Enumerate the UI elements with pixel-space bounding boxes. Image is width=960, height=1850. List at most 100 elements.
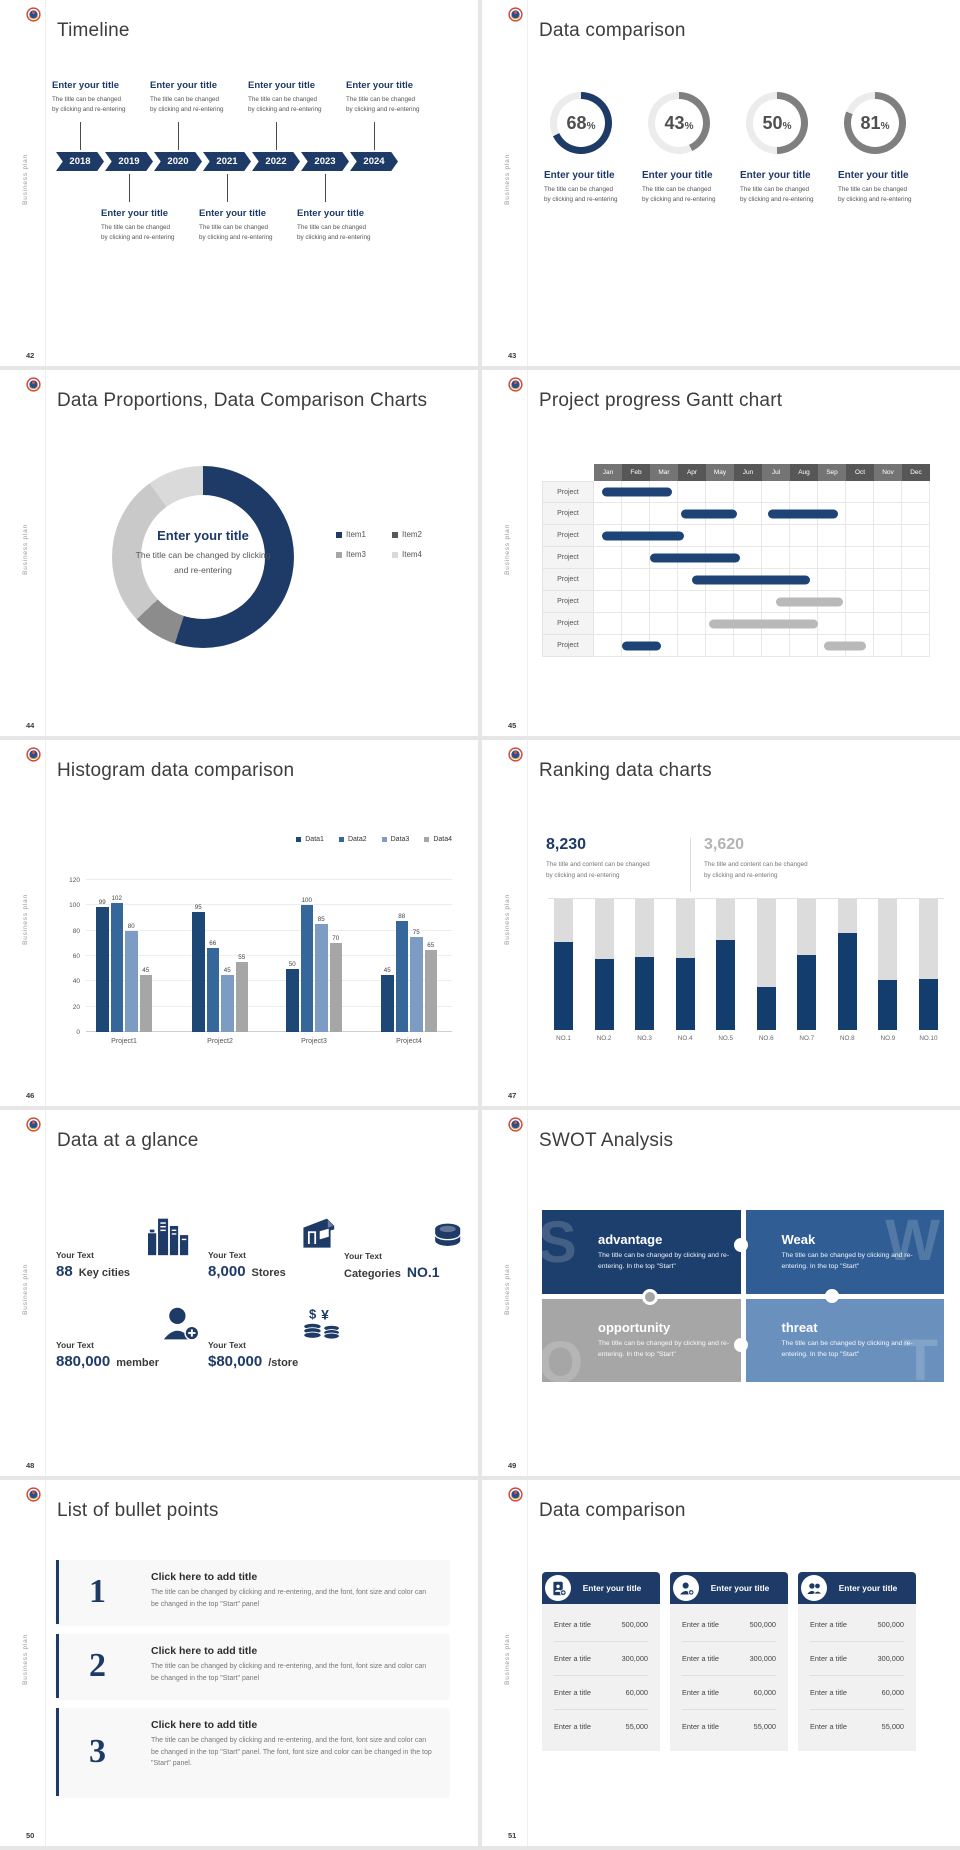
timeline-connector [178, 122, 179, 150]
histogram-bar-wrap: 95 [192, 880, 205, 1032]
histogram-bar-value: 55 [238, 954, 246, 962]
slide-title: Data comparison [539, 20, 686, 41]
bullet-heading: Click here to add title [151, 1719, 258, 1731]
slide-45-gantt-chart[interactable]: Business plan Project progress Gantt cha… [482, 370, 960, 736]
stat-item-members: Your Text 880,000 member [56, 1306, 200, 1370]
brand-logo-icon [26, 1487, 41, 1502]
progress-ring: 50% [746, 92, 808, 154]
histogram-bar-wrap: 45 [221, 880, 234, 1032]
gantt-row-label: Project [542, 635, 594, 657]
slide-43-data-comparison-rings[interactable]: Business plan Data comparison 68% Enter … [482, 0, 960, 366]
swot-threats-quadrant: T threat The title can be changed by cli… [745, 1298, 944, 1382]
slide-48-data-at-a-glance[interactable]: Business plan Data at a glance Your Text… [0, 1110, 478, 1476]
gantt-row-label: Project [542, 481, 594, 503]
stat-unit: /store [268, 1357, 299, 1369]
brand-logo-icon [508, 1487, 523, 1502]
gantt-grid-cell [846, 569, 874, 590]
histogram-category-label: Project2 [207, 1038, 233, 1045]
stat-label: Your Text [56, 1340, 94, 1350]
stat-unit: Key cities [78, 1267, 131, 1279]
card-row: Enter a title 60,000 [810, 1676, 904, 1710]
card-body: Enter a title 500,000 Enter a title 300,00… [798, 1604, 916, 1751]
swot-heading: opportunity [598, 1320, 671, 1336]
gantt-row-label: Project [542, 569, 594, 591]
gantt-grid-cell [594, 635, 622, 656]
histogram-bar-group: 95 66 45 55 [192, 880, 248, 1032]
legend-item: Data2 [338, 836, 367, 843]
gantt-bar [602, 531, 684, 540]
gantt-row: Project [542, 525, 930, 547]
money-coins-icon: $ ¥ [302, 1306, 342, 1345]
histogram-y-tick-label: 60 [72, 953, 80, 960]
ranking-column-fill [594, 959, 614, 1030]
ranking-column-fill [918, 978, 938, 1030]
swot-heading: Weak [781, 1231, 816, 1247]
histogram-category-label: Project3 [301, 1038, 327, 1045]
histogram-bar-wrap: 55 [235, 880, 248, 1032]
gantt-row: Project [542, 569, 930, 591]
histogram-bar-wrap: 85 [315, 880, 328, 1032]
gantt-grid-cell [902, 569, 930, 590]
histogram-bar [410, 937, 423, 1032]
gantt-row-track [594, 569, 930, 591]
legend-item: Item3 [336, 550, 392, 559]
histogram-bar-group: 45 88 75 65 [381, 880, 437, 1032]
legend-item: Item1 [336, 530, 392, 539]
gantt-grid-cell [762, 525, 790, 546]
gantt-grid-cell [650, 613, 678, 634]
ranking-column [635, 899, 655, 1030]
ranking-category-label: NO.1 [556, 1035, 571, 1042]
sidebar-vertical-label: Business plan [22, 1263, 29, 1315]
gantt-row-label: Project [542, 547, 594, 569]
slide-49-swot-analysis[interactable]: Business plan SWOT Analysis S advantage … [482, 1110, 960, 1476]
swot-quadrant-grid: S advantage The title can be changed by … [542, 1210, 944, 1382]
member-add-icon [673, 1575, 699, 1601]
legend-swatch [336, 551, 342, 558]
rail-divider [45, 1480, 46, 1846]
ranking-column-fill [675, 957, 695, 1030]
gantt-grid-cell [846, 635, 874, 656]
timeline-year-chevron: 2020 [154, 152, 202, 171]
histogram-gridline [86, 1031, 452, 1032]
card-body: Enter a title 500,000 Enter a title 300,00… [542, 1604, 660, 1751]
progress-ring-block: 81% Enter your title The title can be ch… [838, 92, 928, 205]
slide-51-data-comparison-cards[interactable]: Business plan Data comparison Enter your… [482, 1480, 960, 1846]
ranking-category-label: NO.2 [596, 1035, 612, 1042]
slide-50-bullet-points[interactable]: Business plan List of bullet points 1 Cl… [0, 1480, 478, 1846]
gantt-grid-cell [902, 525, 930, 546]
ranking-column-fill [554, 942, 573, 1030]
ranking-category-label: NO.6 [758, 1035, 774, 1042]
histogram-gridline [86, 879, 452, 880]
histogram-y-tick-label: 100 [69, 902, 80, 910]
gantt-grid-cell [874, 547, 902, 568]
stat-label: Your Text [56, 1250, 94, 1260]
slide-42-timeline[interactable]: Business plan Timeline Enter your title … [0, 0, 478, 366]
gantt-grid-cell [790, 635, 818, 656]
slide-46-histogram[interactable]: Business plan Histogram data comparison … [0, 740, 478, 1106]
slide-page-number: 51 [508, 1831, 517, 1840]
stat-item-categories: Your Text Categories NO.1 [344, 1216, 462, 1280]
gantt-month: Aug [790, 464, 818, 481]
swot-weaknesses-quadrant: W Weak The title can be changed by click… [745, 1210, 944, 1294]
slide-title: Data comparison [539, 1500, 686, 1521]
gantt-grid-cell [818, 613, 846, 634]
slide-title: Data at a glance [57, 1130, 199, 1151]
gantt-bar [708, 619, 818, 628]
gantt-row: Project [542, 481, 930, 503]
categories-barrel-icon [428, 1222, 462, 1257]
sidebar-vertical-label: Business plan [22, 1633, 29, 1685]
brand-logo-icon [508, 377, 523, 392]
gantt-month: Sep [818, 464, 846, 481]
progress-ring: 68% [550, 92, 612, 154]
slide-47-ranking-charts[interactable]: Business plan Ranking data charts 8,230 … [482, 740, 960, 1106]
ranking-category-label: NO.7 [799, 1035, 815, 1042]
gantt-grid-cell [902, 481, 930, 502]
histogram-bar [424, 949, 437, 1032]
gantt-grid-cell [734, 525, 762, 546]
gantt-bar [680, 509, 737, 518]
gantt-grid-cell [818, 569, 846, 590]
histogram-bar-value: 95 [194, 903, 202, 911]
store-icon [298, 1216, 336, 1257]
slide-44-data-proportions-donut[interactable]: Business plan Data Proportions, Data Com… [0, 370, 478, 736]
rail-divider [527, 370, 528, 736]
